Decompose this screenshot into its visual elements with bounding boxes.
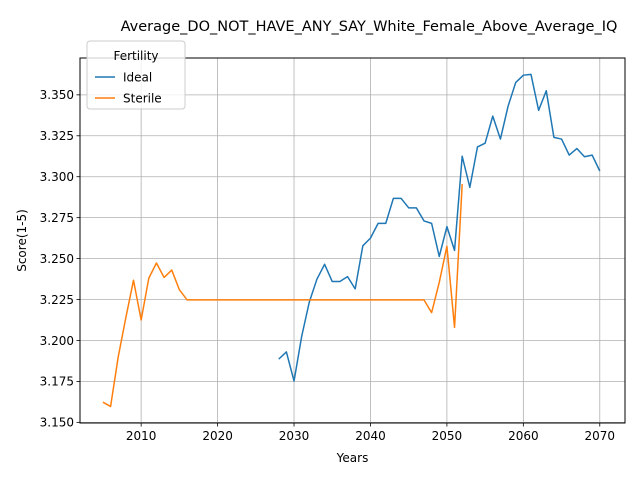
x-tick-label: 2030: [279, 429, 310, 443]
x-tick-label: 2040: [355, 429, 386, 443]
y-tick-label: 3.350: [40, 88, 74, 102]
y-tick-label: 3.300: [40, 170, 74, 184]
legend-label-ideal: Ideal: [123, 70, 152, 84]
axes-frame: [79, 57, 626, 424]
y-tick-label: 3.275: [40, 211, 74, 225]
legend-label-sterile: Sterile: [123, 91, 162, 105]
series-line-ideal: [278, 73, 601, 382]
y-axis: 3.150 3.175 3.200 3.225 3.250 3.275 3.300 3.325…: [40, 88, 80, 430]
x-tick-label: 2070: [585, 429, 616, 443]
y-tick-label: 3.250: [40, 252, 74, 266]
x-tick-label: 2060: [508, 429, 539, 443]
y-tick-label: 3.325: [40, 129, 74, 143]
plot-area: [79, 57, 626, 424]
x-tick-label: 2010: [126, 429, 157, 443]
x-tick-label: 2020: [202, 429, 233, 443]
y-axis-label: Score(1-5): [15, 209, 29, 272]
legend-title: Fertility: [113, 49, 158, 63]
legend: Fertility Ideal Sterile: [86, 40, 186, 110]
legend-box: [86, 40, 186, 110]
series-line-sterile: [102, 184, 463, 408]
y-tick-label: 3.175: [40, 375, 74, 389]
legend-entries: Ideal Sterile: [95, 70, 162, 105]
series-layer: [102, 73, 601, 408]
y-tick-label: 3.225: [40, 293, 74, 307]
x-axis-label: Years: [336, 451, 369, 465]
y-tick-label: 3.200: [40, 334, 74, 348]
y-tick-label: 3.150: [40, 416, 74, 430]
x-axis: 2010 2020 2030 2040 2050 2060 2070: [126, 423, 615, 443]
chart-title: Average_DO_NOT_HAVE_ANY_SAY_White_Female…: [121, 19, 618, 35]
x-tick-label: 2050: [432, 429, 463, 443]
